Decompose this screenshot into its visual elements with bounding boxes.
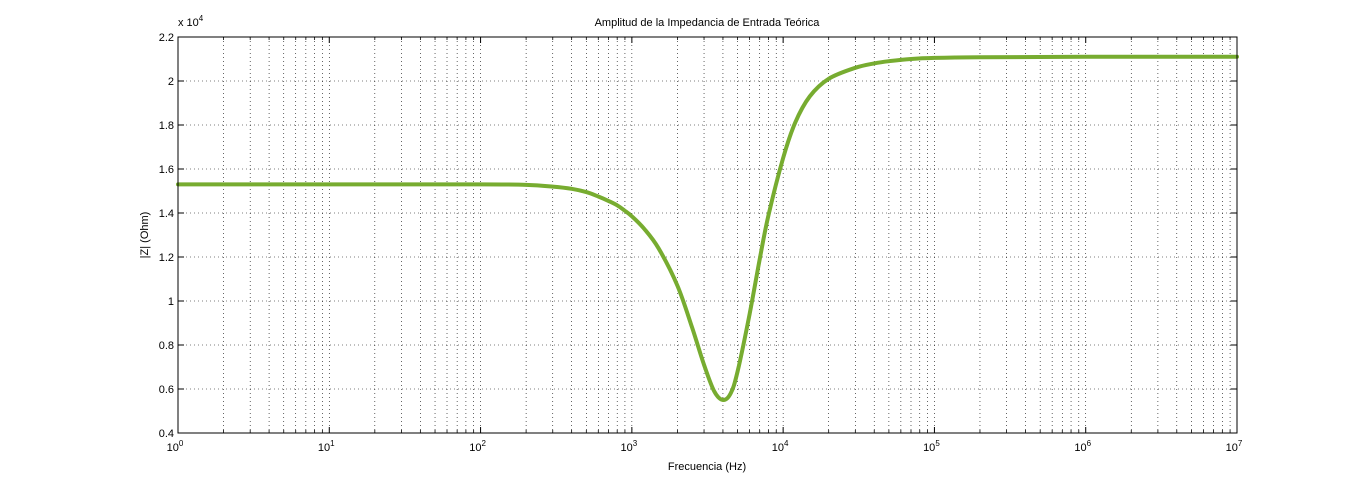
x-tick-exp: 2 <box>481 439 486 448</box>
plot-frame <box>177 36 1238 434</box>
x-tick-base: 10 <box>469 442 481 454</box>
x-tick-label: 107 <box>1226 439 1243 454</box>
x-tick-label: 105 <box>923 439 940 454</box>
x-tick-exp: 7 <box>1238 439 1243 448</box>
x-tick-base: 10 <box>923 442 935 454</box>
x-tick-exp: 6 <box>1087 439 1092 448</box>
y-tick-label: 0.4 <box>159 428 174 440</box>
x-tick-label: 102 <box>469 439 486 454</box>
x-tick-exp: 5 <box>935 439 940 448</box>
y-tick-label: 0.8 <box>159 340 174 352</box>
x-tick-exp: 1 <box>330 439 335 448</box>
y-tick-label: 1 <box>168 296 174 308</box>
chart-title: Amplitud de la Impedancia de Entrada Teó… <box>595 17 821 29</box>
x-tick-base: 10 <box>1226 442 1238 454</box>
y-tick-label: 2 <box>168 76 174 88</box>
y-tick-label: 1.6 <box>159 164 174 176</box>
x-tick-exp: 4 <box>784 439 789 448</box>
x-axis-label: Frecuencia (Hz) <box>668 461 746 473</box>
grid-lines <box>178 37 1237 433</box>
y-axis-label: |Z| (Ohm) <box>139 212 151 259</box>
y-tick-labels: 0.4 0.6 0.8 1 1.2 1.4 1.6 1.8 2 2.2 <box>159 32 174 440</box>
plot-area <box>178 37 1237 433</box>
x-tick-exp: 0 <box>179 439 184 448</box>
y-tick-label: 1.8 <box>159 120 174 132</box>
series-line-impedance <box>176 54 1239 403</box>
x-tick-label: 100 <box>167 439 184 454</box>
x-tick-base: 10 <box>772 442 784 454</box>
x-tick-exp: 3 <box>633 439 638 448</box>
y-tick-label: 2.2 <box>159 32 174 44</box>
x-tick-label: 106 <box>1074 439 1091 454</box>
y-multiplier: x 104 <box>178 14 204 29</box>
x-tick-label: 104 <box>772 439 789 454</box>
x-tick-labels: 100 101 102 103 104 105 106 107 <box>167 439 1243 454</box>
x-tick-label: 103 <box>621 439 638 454</box>
x-tick-base: 10 <box>1074 442 1086 454</box>
y-multiplier-base: x 10 <box>178 17 199 29</box>
y-tick-label: 1.2 <box>159 252 174 264</box>
series-layer <box>176 54 1239 403</box>
y-tick-label: 0.6 <box>159 384 174 396</box>
x-tick-base: 10 <box>167 442 179 454</box>
x-tick-base: 10 <box>621 442 633 454</box>
y-multiplier-exp: 4 <box>199 14 204 23</box>
x-tick-base: 10 <box>318 442 330 454</box>
x-tick-label: 101 <box>318 439 335 454</box>
y-tick-label: 1.4 <box>159 208 174 220</box>
